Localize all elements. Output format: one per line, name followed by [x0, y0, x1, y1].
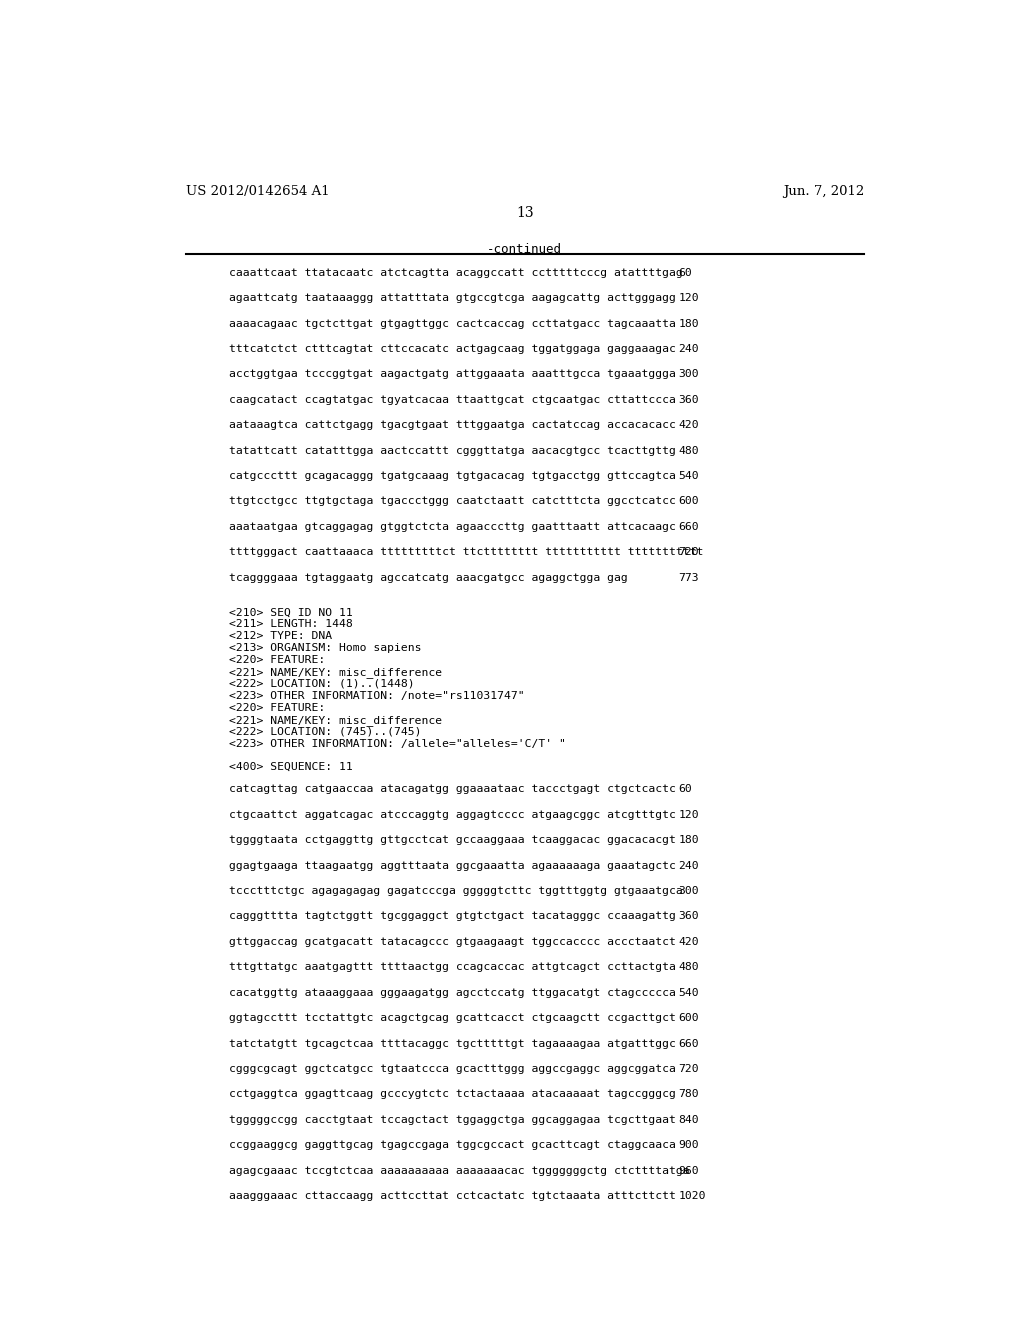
Text: cacatggttg ataaaggaaa gggaagatgg agcctccatg ttggacatgt ctagccccca: cacatggttg ataaaggaaa gggaagatgg agcctcc…	[228, 987, 676, 998]
Text: cagggtttta tagtctggtt tgcggaggct gtgtctgact tacatagggc ccaaagattg: cagggtttta tagtctggtt tgcggaggct gtgtctg…	[228, 911, 676, 921]
Text: 360: 360	[678, 911, 698, 921]
Text: 180: 180	[678, 318, 698, 329]
Text: tggggtaata cctgaggttg gttgcctcat gccaaggaaa tcaaggacac ggacacacgt: tggggtaata cctgaggttg gttgcctcat gccaagg…	[228, 836, 676, 845]
Text: <213> ORGANISM: Homo sapiens: <213> ORGANISM: Homo sapiens	[228, 643, 421, 653]
Text: 773: 773	[678, 573, 698, 582]
Text: 13: 13	[516, 206, 534, 220]
Text: 300: 300	[678, 886, 698, 896]
Text: tttgttatgc aaatgagttt ttttaactgg ccagcaccac attgtcagct ccttactgta: tttgttatgc aaatgagttt ttttaactgg ccagcac…	[228, 962, 676, 973]
Text: <220> FEATURE:: <220> FEATURE:	[228, 702, 325, 713]
Text: <223> OTHER INFORMATION: /allele="alleles='C/T' ": <223> OTHER INFORMATION: /allele="allele…	[228, 739, 565, 748]
Text: <221> NAME/KEY: misc_difference: <221> NAME/KEY: misc_difference	[228, 667, 442, 678]
Text: 480: 480	[678, 446, 698, 455]
Text: agagcgaaac tccgtctcaa aaaaaaaaaa aaaaaaacac tgggggggctg ctcttttatga: agagcgaaac tccgtctcaa aaaaaaaaaa aaaaaaa…	[228, 1166, 689, 1176]
Text: tccctttctgc agagagagag gagatcccga gggggtcttc tggtttggtg gtgaaatgca: tccctttctgc agagagagag gagatcccga gggggt…	[228, 886, 683, 896]
Text: 960: 960	[678, 1166, 698, 1176]
Text: 120: 120	[678, 293, 698, 304]
Text: <222> LOCATION: (1)..(1448): <222> LOCATION: (1)..(1448)	[228, 678, 415, 689]
Text: 60: 60	[678, 784, 692, 795]
Text: tatattcatt catatttgga aactccattt cgggttatga aacacgtgcc tcacttgttg: tatattcatt catatttgga aactccattt cgggtta…	[228, 446, 676, 455]
Text: ggtagccttt tcctattgtc acagctgcag gcattcacct ctgcaagctt ccgacttgct: ggtagccttt tcctattgtc acagctgcag gcattca…	[228, 1014, 676, 1023]
Text: aaagggaaac cttaccaagg acttccttat cctcactatc tgtctaaata atttcttctt: aaagggaaac cttaccaagg acttccttat cctcact…	[228, 1191, 676, 1201]
Text: cctgaggtca ggagttcaag gcccygtctc tctactaaaa atacaaaaat tagccgggcg: cctgaggtca ggagttcaag gcccygtctc tctacta…	[228, 1089, 676, 1100]
Text: 840: 840	[678, 1114, 698, 1125]
Text: <400> SEQUENCE: 11: <400> SEQUENCE: 11	[228, 762, 352, 771]
Text: aaaacagaac tgctcttgat gtgagttggc cactcaccag ccttatgacc tagcaaatta: aaaacagaac tgctcttgat gtgagttggc cactcac…	[228, 318, 676, 329]
Text: 420: 420	[678, 420, 698, 430]
Text: agaattcatg taataaaggg attatttata gtgccgtcga aagagcattg acttgggagg: agaattcatg taataaaggg attatttata gtgccgt…	[228, 293, 676, 304]
Text: gttggaccag gcatgacatt tatacagccc gtgaagaagt tggccacccc accctaatct: gttggaccag gcatgacatt tatacagccc gtgaaga…	[228, 937, 676, 946]
Text: 120: 120	[678, 810, 698, 820]
Text: 1020: 1020	[678, 1191, 706, 1201]
Text: 660: 660	[678, 521, 698, 532]
Text: acctggtgaa tcccggtgat aagactgatg attggaaata aaatttgcca tgaaatggga: acctggtgaa tcccggtgat aagactgatg attggaa…	[228, 370, 676, 379]
Text: 60: 60	[678, 268, 692, 277]
Text: caaattcaat ttatacaatc atctcagtta acaggccatt cctttttcccg atattttgag: caaattcaat ttatacaatc atctcagtta acaggcc…	[228, 268, 683, 277]
Text: -continued: -continued	[487, 243, 562, 256]
Text: 780: 780	[678, 1089, 698, 1100]
Text: 180: 180	[678, 836, 698, 845]
Text: <222> LOCATION: (745)..(745): <222> LOCATION: (745)..(745)	[228, 726, 421, 737]
Text: 540: 540	[678, 987, 698, 998]
Text: ttttgggact caattaaaca tttttttttct ttctttttttt ttttttttttt ttttttttttt: ttttgggact caattaaaca tttttttttct ttcttt…	[228, 548, 703, 557]
Text: tatctatgtt tgcagctcaa ttttacaggc tgctttttgt tagaaaagaa atgatttggc: tatctatgtt tgcagctcaa ttttacaggc tgctttt…	[228, 1039, 676, 1048]
Text: caagcatact ccagtatgac tgyatcacaa ttaattgcat ctgcaatgac cttattccca: caagcatact ccagtatgac tgyatcacaa ttaattg…	[228, 395, 676, 405]
Text: catcagttag catgaaccaa atacagatgg ggaaaataac taccctgagt ctgctcactc: catcagttag catgaaccaa atacagatgg ggaaaat…	[228, 784, 676, 795]
Text: ctgcaattct aggatcagac atcccaggtg aggagtcccc atgaagcggc atcgtttgtc: ctgcaattct aggatcagac atcccaggtg aggagtc…	[228, 810, 676, 820]
Text: 540: 540	[678, 471, 698, 480]
Text: tgggggccgg cacctgtaat tccagctact tggaggctga ggcaggagaa tcgcttgaat: tgggggccgg cacctgtaat tccagctact tggaggc…	[228, 1114, 676, 1125]
Text: 300: 300	[678, 370, 698, 379]
Text: aaataatgaa gtcaggagag gtggtctcta agaacccttg gaatttaatt attcacaagc: aaataatgaa gtcaggagag gtggtctcta agaaccc…	[228, 521, 676, 532]
Text: 720: 720	[678, 1064, 698, 1074]
Text: US 2012/0142654 A1: US 2012/0142654 A1	[186, 185, 330, 198]
Text: <220> FEATURE:: <220> FEATURE:	[228, 655, 325, 665]
Text: Jun. 7, 2012: Jun. 7, 2012	[783, 185, 864, 198]
Text: <223> OTHER INFORMATION: /note="rs11031747": <223> OTHER INFORMATION: /note="rs110317…	[228, 690, 524, 701]
Text: 240: 240	[678, 345, 698, 354]
Text: <212> TYPE: DNA: <212> TYPE: DNA	[228, 631, 332, 642]
Text: ttgtcctgcc ttgtgctaga tgaccctggg caatctaatt catctttcta ggcctcatcc: ttgtcctgcc ttgtgctaga tgaccctggg caatcta…	[228, 496, 676, 507]
Text: 420: 420	[678, 937, 698, 946]
Text: 600: 600	[678, 1014, 698, 1023]
Text: aataaagtca cattctgagg tgacgtgaat tttggaatga cactatccag accacacacc: aataaagtca cattctgagg tgacgtgaat tttggaa…	[228, 420, 676, 430]
Text: 900: 900	[678, 1140, 698, 1150]
Text: tttcatctct ctttcagtat cttccacatc actgagcaag tggatggaga gaggaaagac: tttcatctct ctttcagtat cttccacatc actgagc…	[228, 345, 676, 354]
Text: tcaggggaaa tgtaggaatg agccatcatg aaacgatgcc agaggctgga gag: tcaggggaaa tgtaggaatg agccatcatg aaacgat…	[228, 573, 628, 582]
Text: ggagtgaaga ttaagaatgg aggtttaata ggcgaaatta agaaaaaaga gaaatagctc: ggagtgaaga ttaagaatgg aggtttaata ggcgaaa…	[228, 861, 676, 871]
Text: <210> SEQ ID NO 11: <210> SEQ ID NO 11	[228, 607, 352, 618]
Text: 600: 600	[678, 496, 698, 507]
Text: 360: 360	[678, 395, 698, 405]
Text: 660: 660	[678, 1039, 698, 1048]
Text: catgcccttt gcagacaggg tgatgcaaag tgtgacacag tgtgacctgg gttccagtca: catgcccttt gcagacaggg tgatgcaaag tgtgaca…	[228, 471, 676, 480]
Text: <221> NAME/KEY: misc_difference: <221> NAME/KEY: misc_difference	[228, 714, 442, 726]
Text: 720: 720	[678, 548, 698, 557]
Text: 480: 480	[678, 962, 698, 973]
Text: <211> LENGTH: 1448: <211> LENGTH: 1448	[228, 619, 352, 630]
Text: cgggcgcagt ggctcatgcc tgtaatccca gcactttggg aggccgaggc aggcggatca: cgggcgcagt ggctcatgcc tgtaatccca gcacttt…	[228, 1064, 676, 1074]
Text: ccggaaggcg gaggttgcag tgagccgaga tggcgccact gcacttcagt ctaggcaaca: ccggaaggcg gaggttgcag tgagccgaga tggcgcc…	[228, 1140, 676, 1150]
Text: 240: 240	[678, 861, 698, 871]
